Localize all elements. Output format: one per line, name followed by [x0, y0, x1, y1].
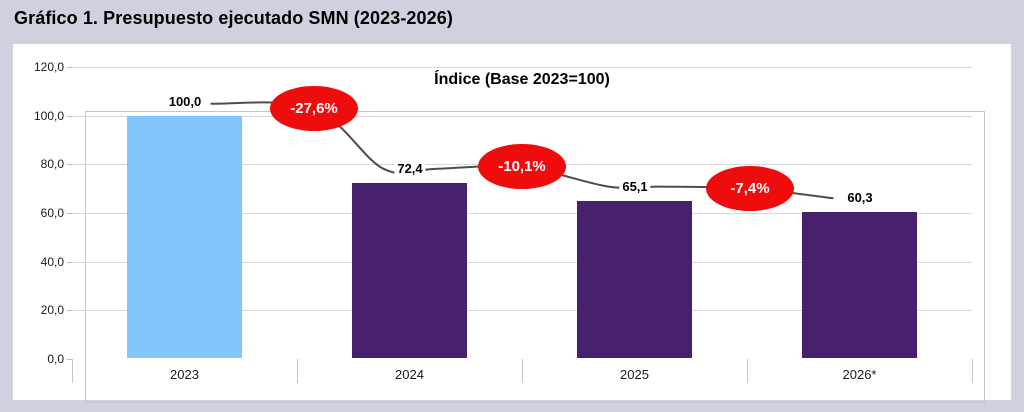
y-axis-tick-label: 100,0	[33, 109, 64, 123]
x-axis-tick	[747, 359, 748, 383]
y-axis-tick	[67, 359, 72, 360]
pct-change-ellipse: -27,6%	[270, 86, 358, 131]
bar-2025	[577, 201, 692, 358]
y-axis-tick-label: 40,0	[40, 255, 64, 269]
y-axis-tick	[67, 164, 72, 165]
pct-change-ellipse: -10,1%	[478, 144, 566, 189]
y-axis-tick-label: 20,0	[40, 303, 64, 317]
x-axis-tick	[522, 359, 523, 383]
bar-value-label: 60,3	[844, 190, 876, 206]
bar-value-label: 65,1	[619, 179, 651, 195]
pct-change-ellipse: -7,4%	[706, 166, 794, 211]
gridline	[72, 213, 972, 214]
page-title: Gráfico 1. Presupuesto ejecutado SMN (20…	[14, 8, 453, 28]
gridline	[72, 67, 972, 68]
y-axis-tick-label: 0,0	[47, 352, 64, 366]
y-axis-tick-label: 60,0	[40, 206, 64, 220]
y-axis-tick	[67, 213, 72, 214]
bar-2026*	[802, 212, 917, 358]
y-axis-tick-label: 120,0	[33, 60, 64, 74]
bar-value-label: 100,0	[165, 94, 205, 110]
bar-2023	[127, 116, 242, 358]
bar-value-label: 72,4	[394, 161, 426, 177]
x-axis-category-label: 2024	[395, 367, 424, 382]
x-axis-category-label: 2023	[170, 367, 199, 382]
chart-title: Índice (Base 2023=100)	[434, 71, 610, 88]
y-axis-tick	[67, 116, 72, 117]
y-axis-tick-label: 80,0	[40, 157, 64, 171]
x-axis-category-label: 2026*	[842, 367, 877, 382]
y-axis-tick	[67, 310, 72, 311]
bar-2024	[352, 183, 467, 358]
x-axis-tick	[72, 359, 73, 383]
y-axis-tick	[67, 67, 72, 68]
x-axis-category-label: 2025	[620, 367, 649, 382]
gridline	[72, 262, 972, 263]
y-axis-tick	[67, 262, 72, 263]
gridline	[72, 310, 972, 311]
x-axis-tick	[297, 359, 298, 383]
x-axis-tick	[972, 359, 973, 383]
